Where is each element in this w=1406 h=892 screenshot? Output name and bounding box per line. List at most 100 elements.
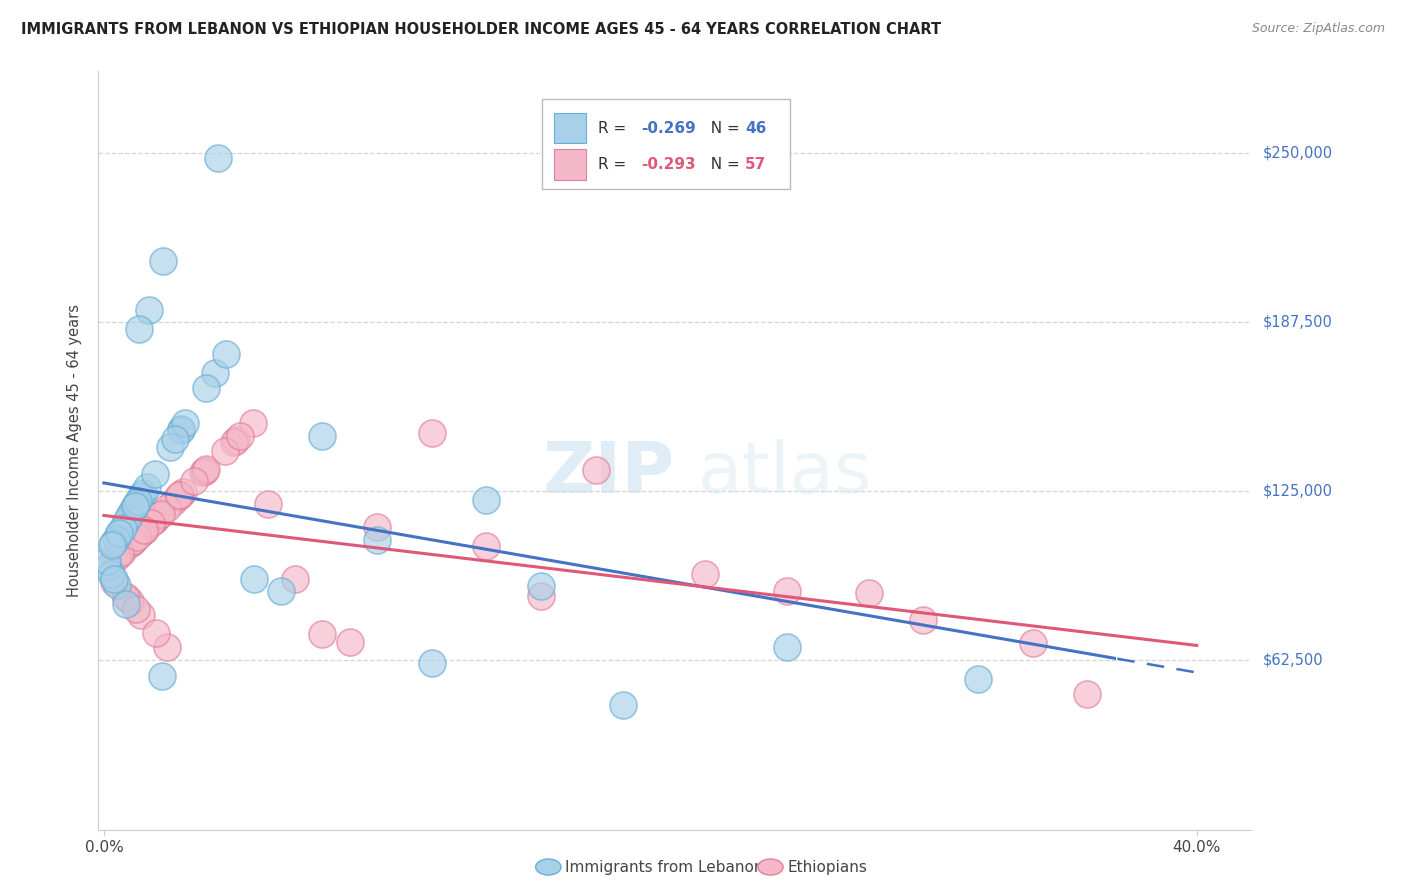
Point — [129, 527, 152, 541]
Point — [125, 530, 148, 544]
Y-axis label: Householder Income Ages 45 - 64 years: Householder Income Ages 45 - 64 years — [67, 304, 83, 597]
Point — [125, 601, 148, 615]
Point — [530, 589, 553, 603]
Point — [103, 572, 125, 586]
Point — [105, 550, 128, 565]
Point — [169, 488, 191, 502]
Point — [311, 627, 333, 641]
Point — [138, 302, 160, 317]
Point — [242, 417, 264, 431]
Point — [135, 480, 157, 494]
Point — [115, 590, 138, 604]
Point — [225, 433, 247, 447]
Point — [776, 640, 799, 654]
Point — [311, 428, 333, 442]
Point — [159, 440, 181, 454]
Point — [912, 613, 935, 627]
Point — [172, 485, 194, 500]
Point — [142, 514, 165, 528]
Point — [150, 669, 173, 683]
Point — [125, 497, 148, 511]
Point — [170, 423, 193, 437]
Bar — [543, 99, 790, 189]
Point — [96, 554, 118, 568]
Point — [132, 486, 155, 500]
Point — [174, 416, 197, 430]
Point — [122, 502, 145, 516]
Text: atlas: atlas — [697, 439, 872, 508]
Point — [224, 434, 246, 449]
Text: 57: 57 — [745, 157, 766, 172]
Point — [120, 508, 142, 522]
Point — [170, 422, 193, 436]
Point — [165, 432, 187, 446]
Point — [103, 536, 125, 550]
Point — [143, 467, 166, 481]
Text: -0.269: -0.269 — [641, 120, 696, 136]
Point — [1022, 636, 1045, 650]
Point — [114, 516, 136, 530]
Point — [215, 347, 238, 361]
Point — [129, 607, 152, 622]
Point — [142, 514, 165, 528]
Point — [169, 487, 191, 501]
Point — [108, 526, 131, 541]
Point — [530, 579, 553, 593]
Point — [101, 538, 124, 552]
Point — [194, 381, 217, 395]
Point — [100, 567, 122, 582]
Point — [152, 254, 174, 268]
Point — [194, 462, 217, 476]
Text: N =: N = — [702, 157, 745, 172]
Point — [127, 494, 149, 508]
Point — [776, 584, 799, 599]
Point — [149, 507, 172, 521]
Point — [420, 656, 443, 670]
Point — [366, 533, 388, 548]
Point — [858, 586, 880, 600]
Point — [475, 493, 498, 508]
Point — [194, 464, 217, 478]
Text: R =: R = — [598, 157, 631, 172]
Point — [612, 698, 634, 713]
Text: IMMIGRANTS FROM LEBANON VS ETHIOPIAN HOUSEHOLDER INCOME AGES 45 - 64 YEARS CORRE: IMMIGRANTS FROM LEBANON VS ETHIOPIAN HOU… — [21, 22, 941, 37]
Point — [129, 526, 152, 541]
Point — [131, 489, 153, 503]
Point — [339, 635, 361, 649]
Point — [124, 499, 146, 513]
Point — [110, 546, 132, 560]
Text: N =: N = — [702, 120, 745, 136]
Point — [103, 574, 125, 589]
Text: Ethiopians: Ethiopians — [787, 860, 868, 874]
Text: Source: ZipAtlas.com: Source: ZipAtlas.com — [1251, 22, 1385, 36]
Point — [105, 578, 128, 592]
Point — [162, 494, 184, 508]
Point — [121, 534, 143, 549]
Point — [108, 526, 131, 541]
Point — [117, 511, 139, 525]
Point — [366, 520, 388, 534]
Point — [204, 366, 226, 380]
FancyBboxPatch shape — [554, 113, 586, 144]
Text: -0.293: -0.293 — [641, 157, 696, 172]
Point — [420, 425, 443, 440]
Point — [284, 572, 307, 586]
Point — [475, 540, 498, 554]
Point — [103, 552, 125, 566]
Point — [183, 474, 205, 488]
Point — [693, 567, 716, 582]
Point — [585, 463, 607, 477]
Point — [128, 321, 150, 335]
Text: ZIP: ZIP — [543, 439, 675, 508]
Point — [207, 151, 229, 165]
Point — [120, 537, 142, 551]
Point — [97, 560, 120, 574]
Point — [104, 532, 127, 546]
Point — [115, 590, 138, 604]
Point — [156, 640, 179, 654]
Point — [134, 523, 156, 537]
Text: R =: R = — [598, 120, 631, 136]
Text: $125,000: $125,000 — [1263, 483, 1333, 499]
Point — [139, 516, 162, 531]
Point — [145, 626, 167, 640]
